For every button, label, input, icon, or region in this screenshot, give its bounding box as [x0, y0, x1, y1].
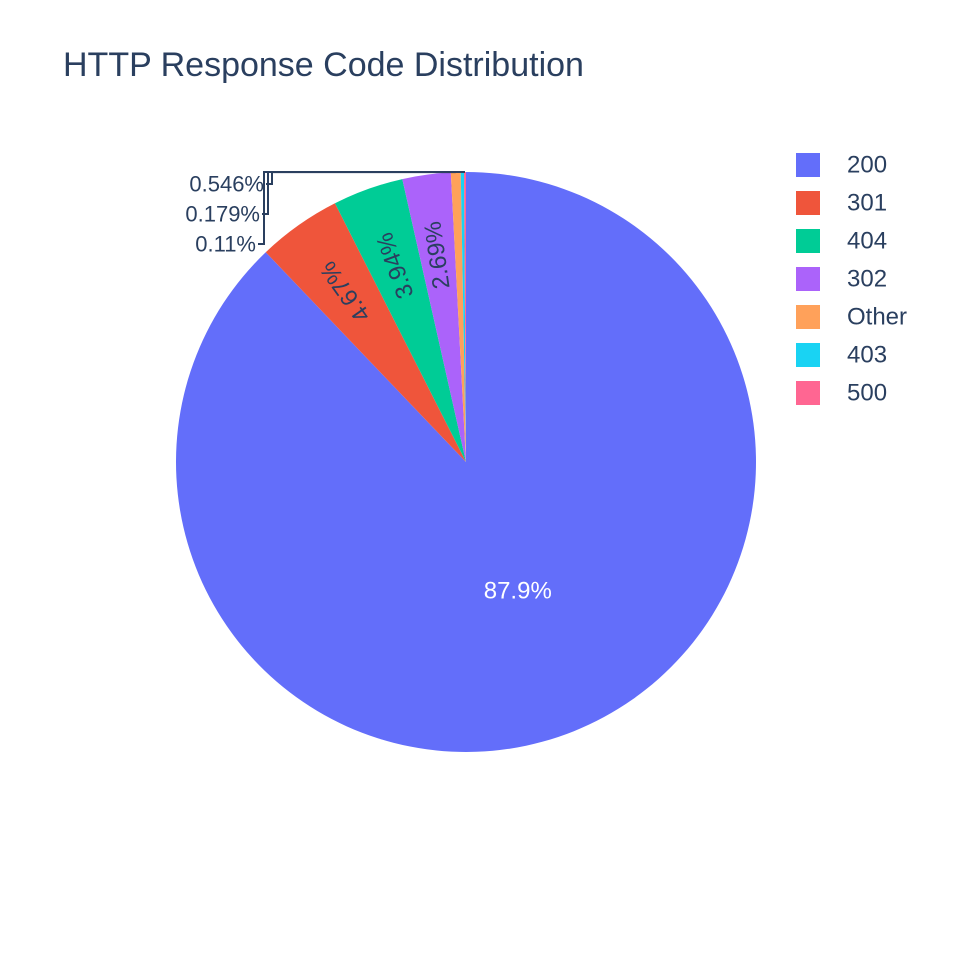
- legend-label-301: 301: [847, 190, 887, 217]
- legend-item-500[interactable]: 500: [796, 380, 887, 407]
- pie-slice-403[interactable]: [460, 172, 466, 462]
- legend-swatch-500: [796, 381, 820, 405]
- pie-slice-302[interactable]: [402, 172, 466, 462]
- pie-slices: [175, 172, 756, 752]
- legend-swatch-302: [796, 267, 820, 291]
- legend-label-500: 500: [847, 380, 887, 407]
- legend-swatch-403: [796, 343, 820, 367]
- legend-swatch-301: [796, 191, 820, 215]
- pie-slice-301[interactable]: [265, 203, 466, 462]
- legend-label-403: 403: [847, 342, 887, 369]
- legend-item-302[interactable]: 302: [796, 266, 887, 293]
- pie-slice-500[interactable]: [463, 172, 466, 462]
- pie-slice-other[interactable]: [450, 172, 466, 462]
- legend-swatch-other: [796, 305, 820, 329]
- legend-item-403[interactable]: 403: [796, 342, 887, 369]
- legend-item-200[interactable]: 200: [796, 152, 887, 179]
- legend-label-other: Other: [847, 304, 907, 331]
- legend-item-404[interactable]: 404: [796, 228, 887, 255]
- legend-swatch-200: [796, 153, 820, 177]
- legend-label-404: 404: [847, 228, 887, 255]
- pie-slice-200[interactable]: [175, 172, 756, 752]
- slice-label-403: 0.179%: [185, 202, 260, 227]
- legend: 200 301 404 302 Other 403 500: [796, 152, 907, 407]
- legend-item-301[interactable]: 301: [796, 190, 887, 217]
- leader-line-500: [258, 171, 465, 245]
- slice-label-200: 87.9%: [484, 578, 552, 605]
- slice-label-500: 0.11%: [195, 232, 256, 257]
- legend-label-200: 200: [847, 152, 887, 179]
- legend-swatch-404: [796, 229, 820, 253]
- chart-title: HTTP Response Code Distribution: [63, 46, 584, 84]
- legend-label-302: 302: [847, 266, 887, 293]
- legend-item-other[interactable]: Other: [796, 304, 907, 331]
- slice-label-other: 0.546%: [189, 172, 264, 197]
- pie-slice-404[interactable]: [334, 179, 466, 462]
